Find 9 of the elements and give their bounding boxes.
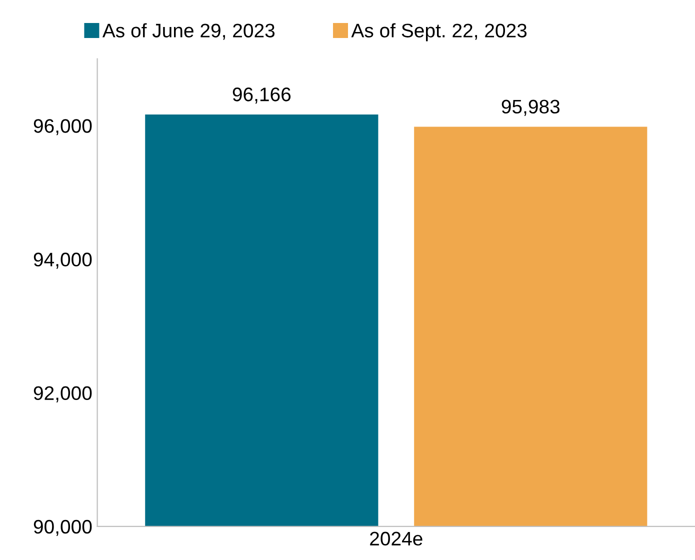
legend-label: As of June 29, 2023 xyxy=(102,23,275,40)
y-tick-label: 90,000 xyxy=(34,520,92,536)
data-label: 96,166 xyxy=(232,88,291,104)
x-tick-label: 2024e xyxy=(370,532,422,546)
legend-label: As of Sept. 22, 2023 xyxy=(351,23,527,42)
y-tick-label: 94,000 xyxy=(34,252,92,269)
y-tick-label: 92,000 xyxy=(34,386,92,402)
y-tick-label: 96,000 xyxy=(34,119,92,136)
data-label: 95,983 xyxy=(502,100,560,116)
